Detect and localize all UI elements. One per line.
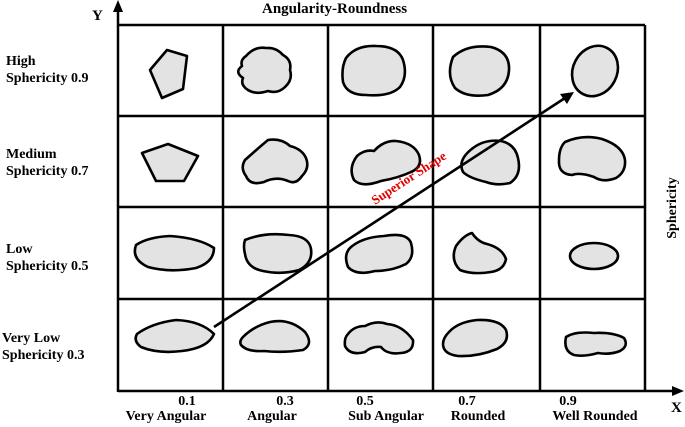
x-axis-letter: X — [671, 400, 682, 416]
superior-shape-arrow — [213, 96, 566, 329]
column-value: 0.7 — [458, 394, 476, 409]
row-label-text: Sphericity — [6, 164, 68, 179]
chart-title: Angularity-Roundness — [262, 1, 408, 17]
column-value: 0.5 — [356, 394, 374, 409]
particle-shape — [239, 319, 311, 354]
column-name: Angular — [247, 409, 297, 424]
particle-shape — [568, 241, 620, 271]
particle-shape — [557, 135, 627, 182]
row-label-low: Low Sphericity 0.5 — [6, 241, 88, 275]
particle-shape — [564, 331, 628, 357]
row-name: Medium — [6, 147, 57, 162]
row-label-very-low: Very Low Sphericity 0.3 — [2, 330, 84, 364]
column-name: Sub Angular — [348, 409, 424, 424]
column-name: Very Angular — [125, 409, 207, 424]
particle-shape — [242, 232, 313, 275]
column-name: Rounded — [450, 409, 506, 424]
column-value: 0.3 — [276, 394, 294, 409]
row-label-high: High Sphericity 0.9 — [6, 53, 88, 87]
particle-shape — [448, 45, 511, 97]
column-value: 0.9 — [559, 394, 577, 409]
row-value: 0.7 — [70, 164, 89, 179]
grid — [118, 23, 647, 391]
y-axis-letter: Y — [92, 8, 103, 24]
sphericity-axis-label: Sphericity — [665, 177, 680, 238]
particle-shape — [133, 234, 216, 272]
particle-shape — [570, 44, 620, 98]
y-axis-arrowhead — [113, 0, 123, 12]
particle-shape — [441, 318, 509, 358]
superior-shape-arrowhead — [560, 92, 574, 104]
row-label-text: Sphericity — [2, 348, 64, 363]
particle-shape — [236, 46, 293, 95]
row-name: High — [6, 54, 36, 69]
row-label-medium: Medium Sphericity 0.7 — [6, 146, 88, 180]
row-value: 0.9 — [70, 71, 89, 86]
row-label-text: Sphericity — [6, 259, 68, 274]
particle-shape — [140, 142, 200, 183]
particle-shape — [343, 321, 415, 355]
particle-shape — [241, 138, 309, 185]
particle-shape — [134, 318, 216, 354]
row-name: Low — [6, 242, 33, 257]
row-name: Very Low — [2, 331, 61, 346]
column-value: 0.1 — [178, 394, 196, 409]
x-axis-arrowhead — [672, 386, 684, 396]
row-value: 0.5 — [70, 259, 89, 274]
particle-shape — [344, 233, 414, 275]
row-value: 0.3 — [66, 348, 85, 363]
row-label-text: Sphericity — [6, 71, 68, 86]
column-name: Well Rounded — [552, 409, 638, 424]
particle-shape — [350, 139, 422, 186]
particle-shape — [148, 48, 189, 100]
particle-shape — [341, 44, 407, 97]
particle-shape — [452, 231, 508, 275]
